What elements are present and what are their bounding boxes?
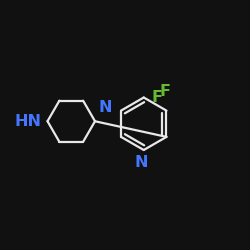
Text: N: N [98,100,112,115]
Text: F: F [160,84,171,99]
Text: HN: HN [14,114,41,129]
Text: N: N [134,155,148,170]
Text: F: F [151,90,162,105]
